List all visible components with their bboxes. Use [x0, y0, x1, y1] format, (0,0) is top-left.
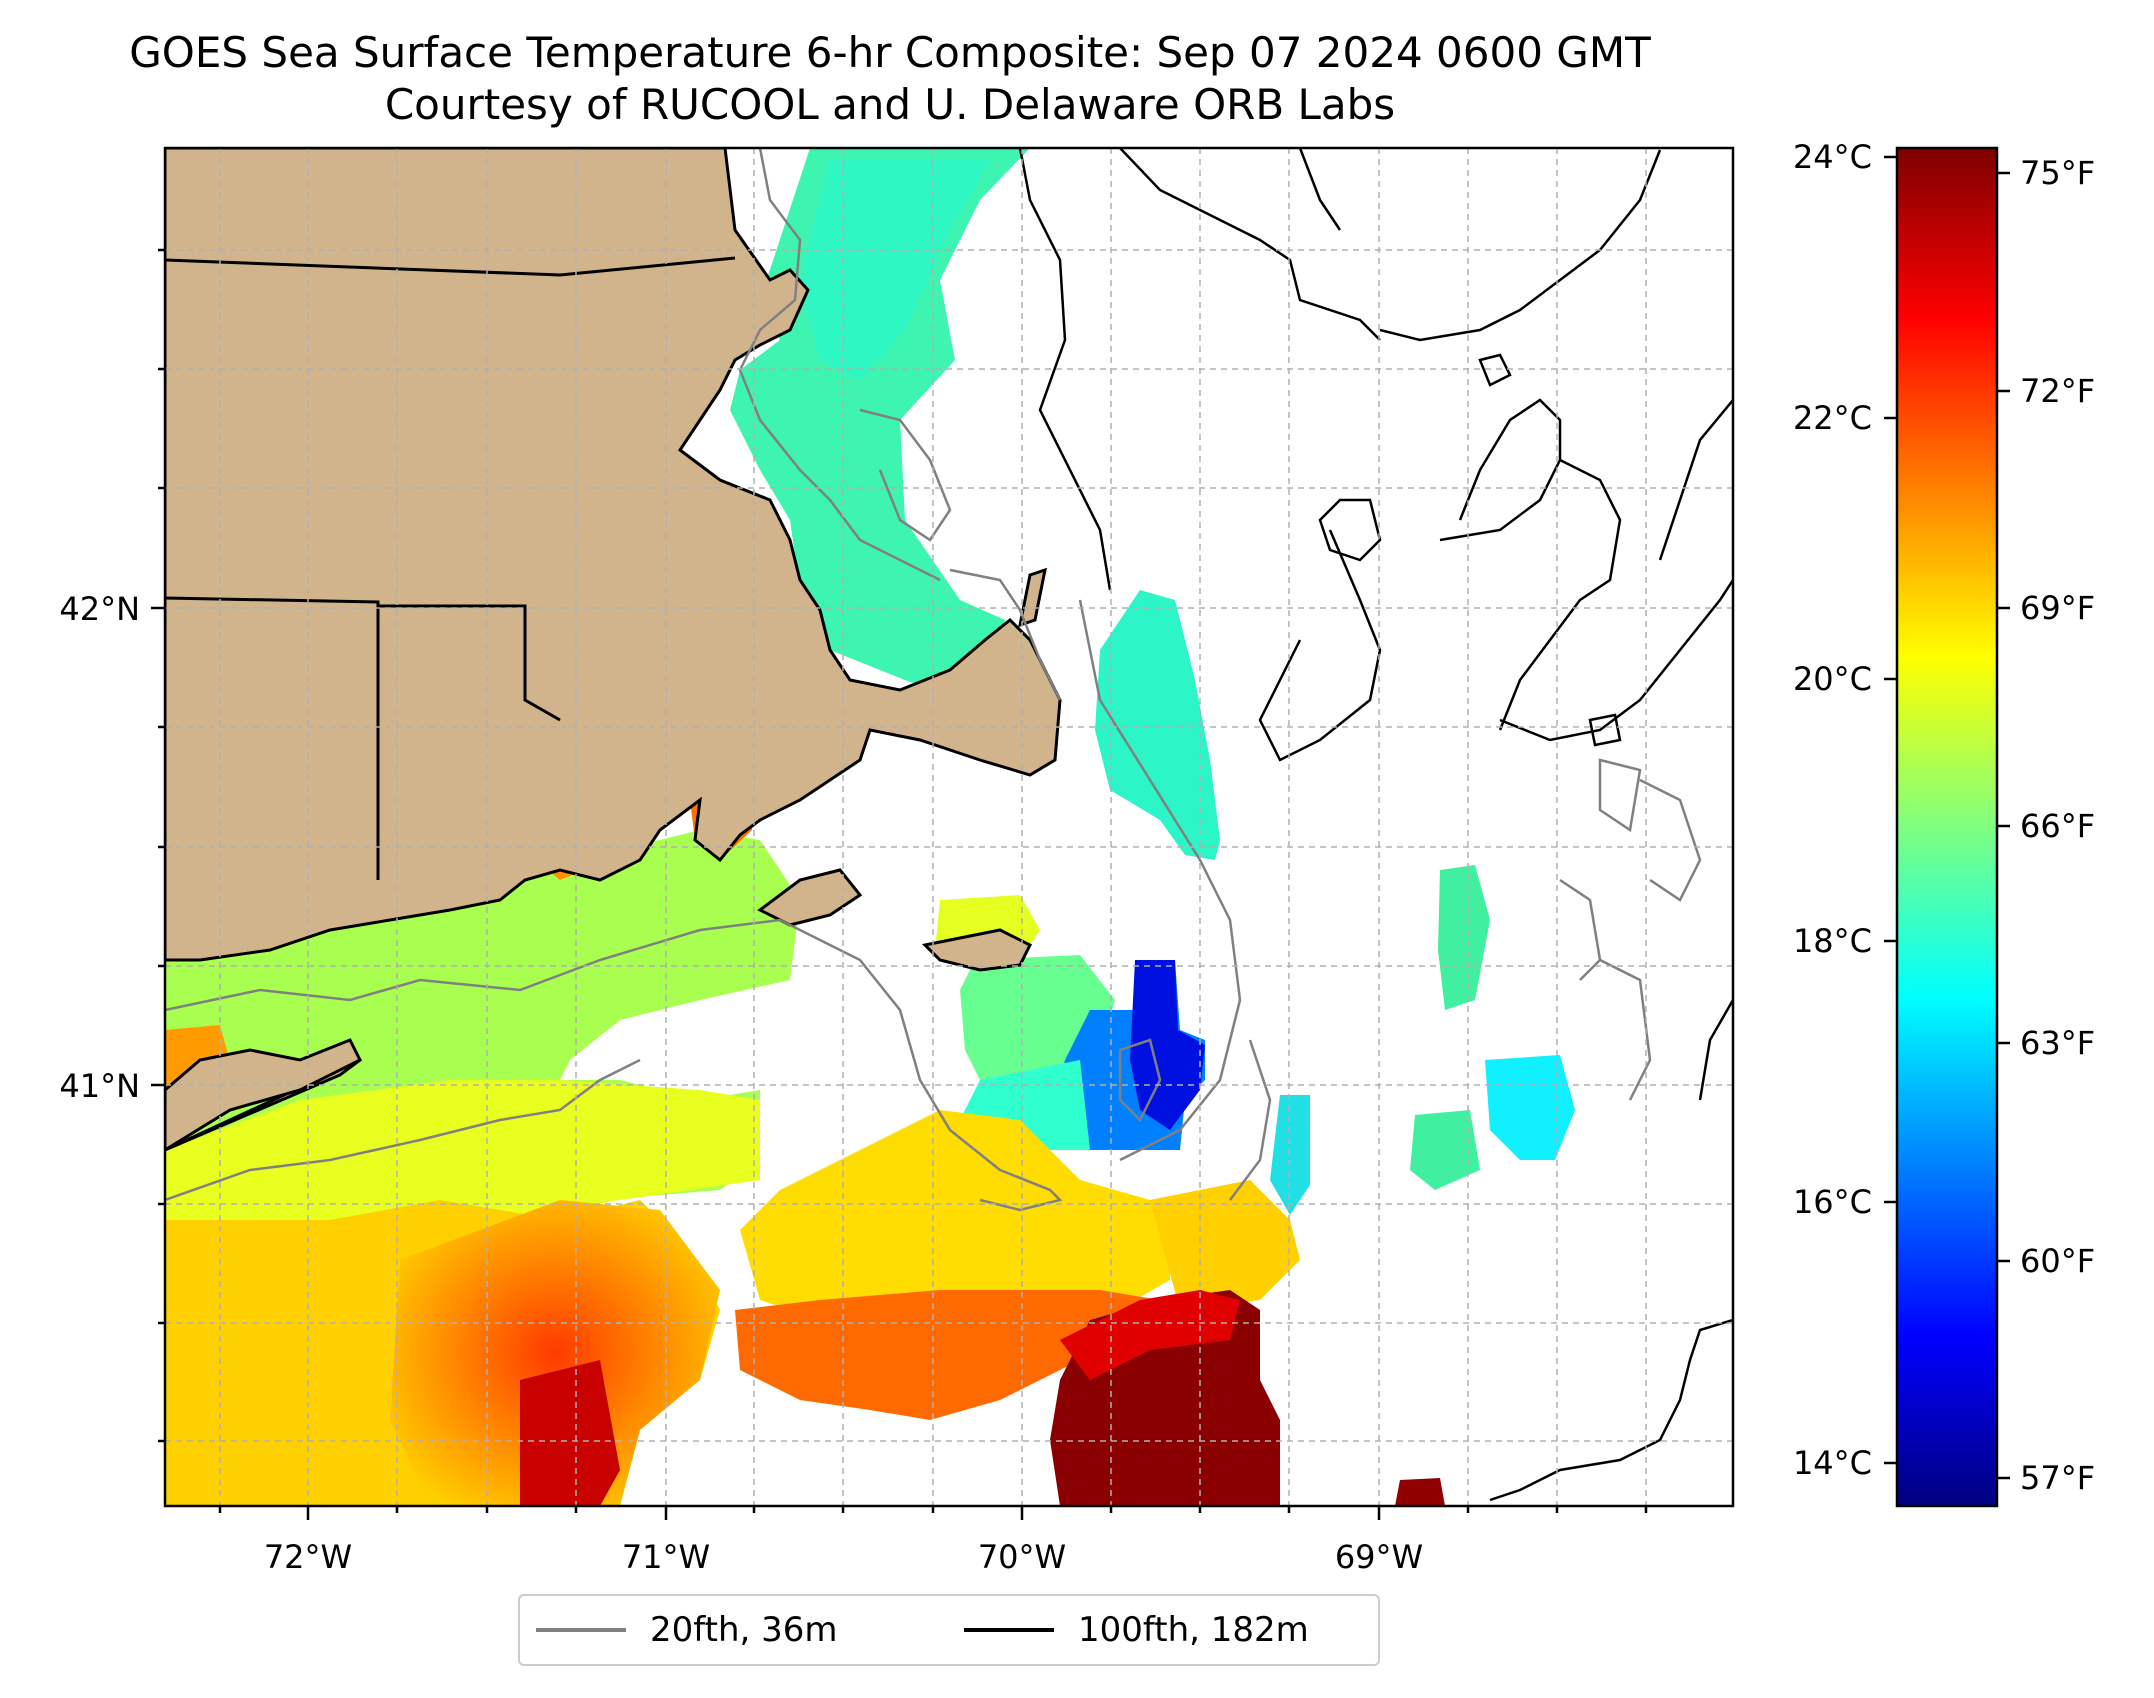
eastern-swath: [1095, 590, 1220, 860]
gulf-stream-edge: [1060, 1290, 1240, 1380]
lon-label-69w: 69°W: [1335, 1538, 1423, 1576]
cb-c-18: 18°C: [1793, 922, 1872, 960]
cb-f-72: 72°F: [2020, 372, 2095, 410]
isobath-legend: 20fth, 36m 100fth, 182m: [518, 1594, 1380, 1666]
green-patch-east-2: [1410, 1110, 1480, 1190]
cb-f-63: 63°F: [2020, 1024, 2095, 1062]
cb-f-60: 60°F: [2020, 1242, 2095, 1280]
map-title: GOES Sea Surface Temperature 6-hr Compos…: [129, 28, 1651, 77]
warm-yellow-middle: [740, 1110, 1170, 1330]
legend-label-100fth: 100fth, 182m: [1078, 1610, 1309, 1650]
cb-c-22: 22°C: [1793, 399, 1872, 437]
green-patch-east: [1438, 865, 1490, 1010]
cb-c-16: 16°C: [1793, 1183, 1872, 1221]
legend-line-black: [964, 1628, 1054, 1632]
axis-ticks: [151, 248, 1648, 1520]
cold-core: [1130, 960, 1205, 1130]
warm-yellow-east: [1150, 1180, 1300, 1310]
graticule: [165, 148, 1733, 1506]
map-subtitle: Courtesy of RUCOOL and U. Delaware ORB L…: [384, 80, 1396, 129]
map-panel: [165, 148, 1733, 1506]
lat-label-41n: 41°N: [59, 1067, 140, 1105]
cyan-patch-east: [1485, 1055, 1575, 1160]
isobath-100fth: [1018, 148, 1733, 1502]
cb-f-57: 57°F: [2020, 1459, 2095, 1497]
lon-label-71w: 71°W: [622, 1538, 710, 1576]
gulf-of-maine-swath-north: [800, 160, 990, 380]
warm-orange-core-west: [390, 1200, 720, 1506]
lon-label-70w: 70°W: [978, 1538, 1066, 1576]
cb-c-14: 14°C: [1793, 1444, 1872, 1482]
cb-f-66: 66°F: [2020, 807, 2095, 845]
cb-c-24: 24°C: [1793, 138, 1872, 176]
legend-label-20fth: 20fth, 36m: [650, 1610, 838, 1650]
cb-c-20: 20°C: [1793, 660, 1872, 698]
lon-label-72w: 72°W: [264, 1538, 352, 1576]
legend-item-20fth: 20fth, 36m: [536, 1610, 838, 1650]
cyan-patch-south: [1270, 1095, 1310, 1215]
legend-item-100fth: 100fth, 182m: [964, 1610, 1309, 1650]
colorbar-gradient: [1895, 146, 1999, 1508]
colorbar: 24°C 22°C 20°C 18°C 16°C 14°C 75°F 72°F …: [1793, 138, 2095, 1508]
nantucket-shoals-swath: [960, 955, 1115, 1100]
gulf-stream-fragment: [1395, 1478, 1445, 1506]
cb-f-69: 69°F: [2020, 589, 2095, 627]
sst-field: [165, 148, 1575, 1506]
cb-f-75: 75°F: [2020, 154, 2095, 192]
lat-label-42n: 42°N: [59, 590, 140, 628]
dark-red-west: [520, 1360, 620, 1506]
map-frame: [163, 146, 1735, 1508]
land: [165, 148, 1062, 1152]
legend-line-gray: [536, 1628, 626, 1632]
